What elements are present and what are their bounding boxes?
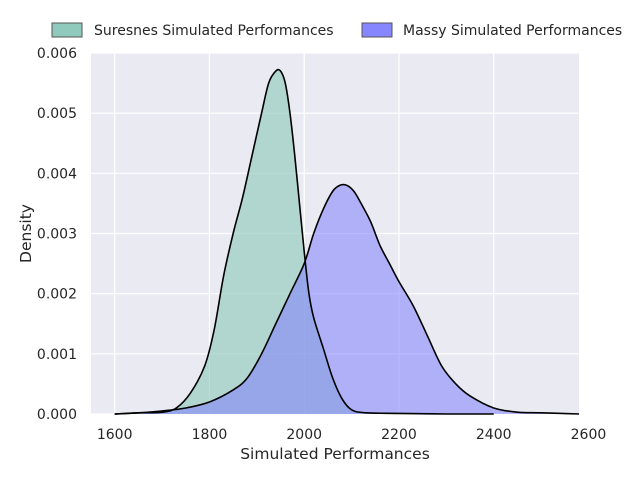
y-tick-label: 0.001: [37, 347, 77, 363]
y-axis-label: Density: [17, 204, 35, 263]
x-tick-label: 2600: [571, 427, 607, 443]
y-tick-label: 0.004: [37, 166, 77, 182]
x-tick-labels: 1600 1800 2000 2200 2400 2600: [97, 427, 606, 443]
density-fill-massy: [114, 184, 579, 414]
legend: Suresnes Simulated Performances Massy Si…: [51, 22, 622, 39]
y-tick-label: 0.000: [37, 407, 77, 423]
y-tick-label: 0.003: [37, 227, 77, 243]
x-tick-label: 2200: [381, 427, 417, 443]
x-tick-label: 1600: [97, 427, 133, 443]
legend-label-suresnes: Suresnes Simulated Performances: [94, 23, 334, 39]
legend-swatch-massy: [361, 22, 393, 38]
y-tick-label: 0.006: [37, 46, 77, 62]
legend-label-massy: Massy Simulated Performances: [403, 23, 622, 39]
density-line-massy: [114, 183, 580, 415]
y-tick-label: 0.005: [37, 106, 77, 122]
density-line-suresnes: [114, 68, 494, 415]
x-tick-label: 1800: [192, 427, 228, 443]
x-axis-label: Simulated Performances: [240, 445, 430, 463]
y-tick-label: 0.002: [37, 287, 77, 303]
density-areas: [114, 68, 580, 415]
y-tick-labels: 0.000 0.001 0.002 0.003 0.004 0.005 0.006: [37, 46, 77, 423]
legend-swatch-suresnes: [51, 22, 83, 38]
x-tick-label: 2400: [476, 427, 512, 443]
x-tick-label: 2000: [286, 427, 322, 443]
